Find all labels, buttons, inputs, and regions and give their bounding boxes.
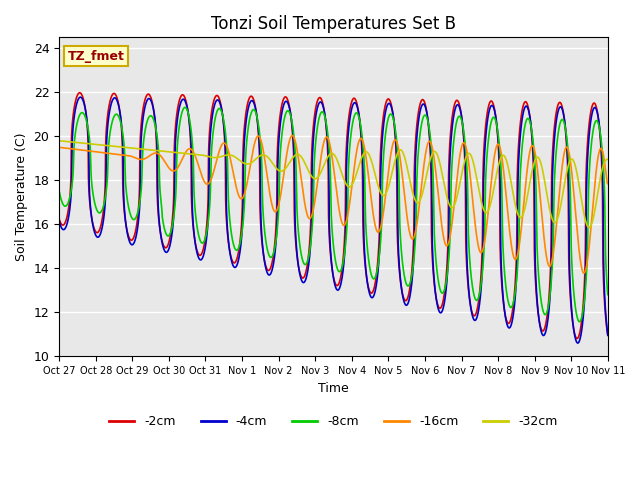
Text: TZ_fmet: TZ_fmet [67, 49, 124, 63]
Legend: -2cm, -4cm, -8cm, -16cm, -32cm: -2cm, -4cm, -8cm, -16cm, -32cm [104, 410, 563, 433]
X-axis label: Time: Time [318, 382, 349, 395]
Title: Tonzi Soil Temperatures Set B: Tonzi Soil Temperatures Set B [211, 15, 456, 33]
Y-axis label: Soil Temperature (C): Soil Temperature (C) [15, 132, 28, 261]
